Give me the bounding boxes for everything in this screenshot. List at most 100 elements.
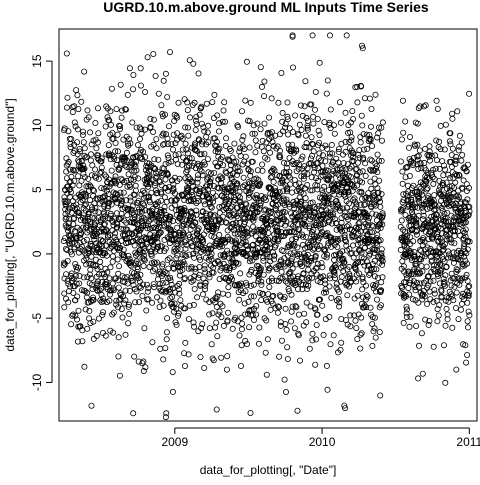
data-point <box>215 185 222 192</box>
data-point <box>465 211 472 218</box>
data-point <box>296 121 303 128</box>
data-point <box>165 220 172 227</box>
data-point <box>237 270 244 277</box>
data-point <box>173 114 180 121</box>
data-point <box>199 138 206 145</box>
data-point <box>80 274 87 281</box>
data-point <box>359 259 366 266</box>
data-point <box>254 120 261 127</box>
data-point <box>169 369 176 376</box>
data-point <box>129 119 136 126</box>
data-point <box>125 320 132 327</box>
data-point <box>164 141 171 148</box>
data-point <box>367 135 374 142</box>
data-point <box>362 195 369 202</box>
data-point <box>157 297 164 304</box>
data-point <box>193 207 200 214</box>
data-point <box>198 168 205 175</box>
data-point <box>92 204 99 211</box>
data-point <box>263 317 270 324</box>
data-point <box>206 274 213 281</box>
data-point <box>135 275 142 282</box>
data-point <box>410 278 417 285</box>
data-point <box>115 148 122 155</box>
data-point <box>331 271 338 278</box>
data-point <box>72 272 79 279</box>
data-point <box>296 357 303 364</box>
data-point <box>81 145 88 152</box>
data-point <box>95 152 102 159</box>
data-point <box>303 140 310 147</box>
data-point <box>61 290 68 297</box>
data-point <box>234 180 241 187</box>
data-point <box>284 160 291 167</box>
data-point <box>175 238 182 245</box>
data-point <box>196 188 203 195</box>
data-point <box>93 332 100 339</box>
data-point <box>297 102 304 109</box>
data-point <box>295 273 302 280</box>
data-point <box>218 314 225 321</box>
data-point <box>306 223 313 230</box>
data-point <box>236 194 243 201</box>
data-point <box>433 137 440 144</box>
data-point <box>214 112 221 119</box>
data-point <box>284 116 291 123</box>
data-point <box>438 197 445 204</box>
data-point <box>309 337 316 344</box>
data-point <box>209 355 216 362</box>
data-point <box>242 153 249 160</box>
data-point <box>439 253 446 260</box>
data-point <box>136 124 143 131</box>
data-point <box>320 246 327 253</box>
data-point <box>406 133 413 140</box>
data-point <box>331 215 338 222</box>
data-point <box>358 112 365 119</box>
data-point <box>162 289 169 296</box>
data-point <box>418 330 425 337</box>
data-point <box>111 155 118 162</box>
data-point <box>302 195 309 202</box>
data-point <box>369 142 376 149</box>
data-point <box>295 226 302 233</box>
data-point <box>312 252 319 259</box>
data-point <box>324 386 331 393</box>
data-point <box>457 306 464 313</box>
data-point <box>301 310 308 317</box>
data-point <box>198 103 205 110</box>
data-point <box>64 208 71 215</box>
data-point <box>321 220 328 227</box>
data-point <box>370 192 377 199</box>
data-point <box>342 109 349 116</box>
data-point <box>128 167 135 174</box>
data-point <box>415 195 422 202</box>
data-point <box>95 130 102 137</box>
data-point <box>294 286 301 293</box>
data-point <box>179 146 186 153</box>
data-point <box>432 206 439 213</box>
data-point <box>451 227 458 234</box>
data-point <box>178 132 185 139</box>
data-point <box>81 152 88 159</box>
data-point <box>139 187 146 194</box>
data-point <box>185 174 192 181</box>
data-point <box>361 244 368 251</box>
data-point <box>202 279 209 286</box>
data-point <box>343 32 350 39</box>
data-point <box>155 168 162 175</box>
data-point <box>243 340 250 347</box>
data-point <box>379 210 386 217</box>
data-point <box>116 263 123 270</box>
data-point <box>216 145 223 152</box>
data-point <box>146 172 153 179</box>
data-point <box>365 217 372 224</box>
data-point <box>415 342 422 349</box>
data-point <box>270 292 277 299</box>
data-point <box>308 134 315 141</box>
data-point <box>88 141 95 148</box>
data-point <box>142 89 149 96</box>
data-point <box>299 153 306 160</box>
data-point <box>210 357 217 364</box>
data-point <box>326 150 333 157</box>
data-point <box>323 90 330 97</box>
